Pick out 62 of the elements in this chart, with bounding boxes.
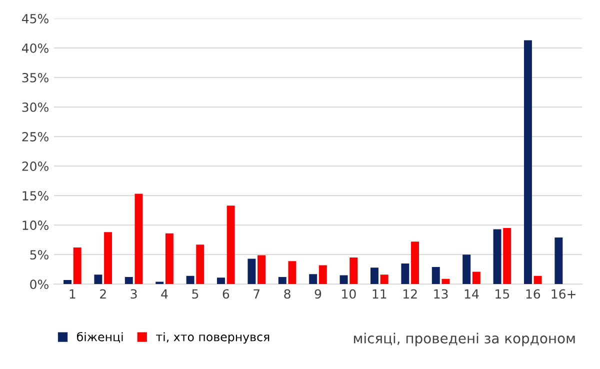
bar [73,248,82,284]
bar [226,206,235,284]
bar [217,278,225,284]
bar [104,232,112,284]
bar [493,229,502,284]
y-tick-label: 5% [30,250,48,260]
bar [411,242,419,284]
x-tick-label: 1 [70,289,76,298]
x-tick-label: 7 [254,289,260,298]
x-tick-label: 15 [496,289,510,299]
x-tick-label: 2 [100,289,106,298]
bar [534,276,542,284]
bar [248,258,256,284]
x-tick-label: 4 [161,289,168,298]
y-tick-label: 15% [22,191,48,200]
x-tick-label: 9 [314,289,322,299]
bar [165,233,174,284]
y-tick-label: 30% [22,102,48,112]
y-tick-label: 25% [22,132,48,142]
x-tick-label: 10 [342,289,356,299]
bar [401,263,410,284]
y-tick-label: 35% [22,72,48,82]
bar [124,277,133,284]
bar [258,255,266,284]
bar [432,267,440,284]
bar [472,272,480,284]
bar [318,265,327,284]
y-tick-label: 0% [30,280,48,290]
bar [309,274,318,284]
bar [350,258,358,284]
bar [186,276,194,284]
bar [370,268,378,284]
bar [196,244,204,284]
x-tick-label: 13 [434,289,448,299]
y-tick-label: 10% [22,220,48,230]
x-tick-label: 14 [464,289,479,298]
legend-label: ті, хто повернувся [156,332,270,344]
x-tick-label: 12 [404,289,417,298]
x-tick-label: 11 [372,289,386,298]
x-tick-label: 6 [222,289,230,299]
y-tick-label: 45% [22,14,48,24]
bar [288,261,296,284]
bar [340,275,348,284]
bar [442,278,450,284]
bar [64,280,72,284]
bar [94,274,102,284]
bar [554,237,563,284]
x-tick-label: 5 [192,289,198,299]
y-tick-label: 20% [22,162,48,171]
bar [462,254,471,284]
x-tick-label: 16 [526,289,540,299]
bar [524,40,532,284]
bar [134,194,143,284]
bar [503,228,512,284]
y-tick-label: 40% [22,43,48,53]
bar [278,277,286,284]
x-tick-label: 8 [284,289,290,299]
bar [380,274,388,284]
legend-label: біженці [76,332,123,343]
x-tick-label: 3 [130,289,137,299]
x-axis-title: місяці, проведені за кордоном [354,332,575,346]
x-tick-label: 16+ [552,289,576,299]
